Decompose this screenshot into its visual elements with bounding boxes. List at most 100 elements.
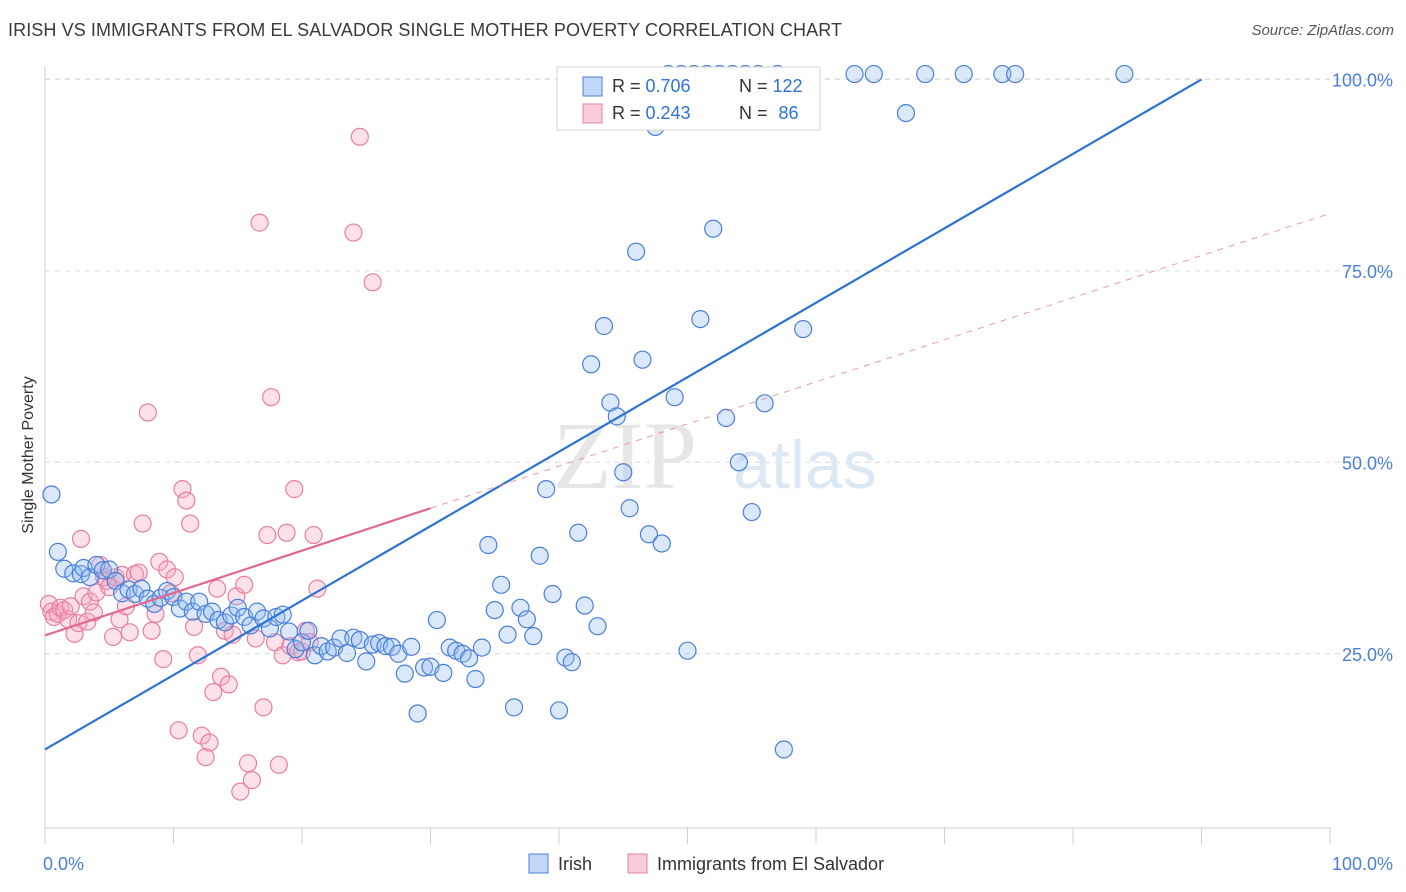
el-salvador-point [208,579,227,598]
el-salvador-point [211,667,231,686]
irish-point [55,559,74,578]
irish-point [479,535,498,555]
axes [44,66,1331,844]
irish-point [414,658,434,677]
el-salvador-point [142,621,161,640]
irish-point [395,664,414,683]
y-axis-label: Single Mother Poverty [20,376,37,533]
el-salvador-point [181,514,200,533]
irish-point [729,453,749,472]
irish-point [382,637,402,656]
el-salvador-point [242,771,261,790]
irish-point [864,64,883,84]
y-tick-label: 50.0% [1342,453,1393,473]
el-salvador-swatch [582,103,603,124]
el-salvador-trend-extension [430,212,1331,509]
el-salvador-point [80,592,100,611]
irish-point [794,319,813,339]
irish-point [132,579,151,598]
irish-point [594,316,614,336]
el-salvador-point [231,782,250,801]
el-salvador-point [350,127,369,146]
irish-point [299,621,318,640]
irish-point [755,394,774,413]
el-salvador-r-value: 0.243 [646,103,691,123]
irish-point [459,649,479,668]
irish-point [562,653,581,672]
el-salvador-point [71,529,91,548]
irish-point [704,219,723,238]
el-salvador-point [154,650,173,669]
irish-point [556,648,575,667]
irish-point [485,600,504,620]
el-salvador-point [269,755,288,774]
chart-title: IRISH VS IMMIGRANTS FROM EL SALVADOR SIN… [8,20,843,40]
el-salvador-point [133,514,152,533]
legend-el-salvador-swatch [627,853,648,874]
irish-point [427,610,447,630]
el-salvador-point [219,675,238,694]
irish-point [453,644,472,663]
irish-point [286,640,305,659]
el-salvador-point [254,698,273,717]
irish-n-label: N = [739,76,773,96]
irish-point [492,575,511,594]
irish-point [954,64,973,84]
irish-point [337,643,357,663]
irish-point [620,499,639,518]
svg-text:R = 0.243: R = 0.243 [612,103,691,123]
irish-n-value: 122 [773,76,803,96]
irish-point [774,740,793,759]
irish-point [402,637,421,656]
legend-irish-label: Irish [558,854,592,874]
watermark-atlas: atlas [733,427,877,503]
stats-legend: R = 0.706 N = 122 R = 0.243 N = 86 [556,66,821,131]
el-salvador-point [200,733,219,752]
irish-point [845,64,864,84]
el-salvador-point [129,563,148,582]
el-salvador-point [235,575,254,594]
svg-text:N = 86: N = 86 [739,103,799,123]
series-legend: Irish Immigrants from El Salvador [528,853,884,874]
irish-point [93,561,112,580]
irish-point [48,542,67,561]
el-salvador-point [204,682,223,702]
legend-el-salvador-label: Immigrants from El Salvador [657,854,884,874]
irish-point [498,625,517,644]
irish-point [511,598,530,617]
irish-point [504,698,524,717]
irish-point [652,534,671,553]
el-salvador-point [344,223,363,242]
irish-point [626,242,646,261]
irish-point [716,408,736,427]
el-salvador-point [104,627,123,647]
irish-point [549,701,569,720]
el-salvador-point [169,721,188,740]
source-credit: Source: ZipAtlas.com [1251,22,1394,39]
irish-point [42,485,61,504]
el-salvador-point [238,754,258,773]
irish-point [247,602,267,621]
el-salvador-point [165,568,184,587]
x-tick-label: 100.0% [1332,854,1393,874]
el-salvador-point [196,748,215,767]
y-tick-label: 75.0% [1342,262,1393,282]
irish-points [42,64,1134,759]
el-salvador-point [184,617,204,637]
el-salvador-point [157,560,177,579]
svg-text:R = 0.706: R = 0.706 [612,76,691,96]
el-salvador-point [277,523,296,542]
irish-r-label: R = [612,76,646,96]
irish-point [228,598,247,617]
el-salvador-point [177,491,196,510]
irish-point [434,663,453,682]
irish-point [665,388,684,407]
irish-point [916,64,935,84]
irish-point [524,627,543,646]
irish-point [408,704,427,723]
el-salvador-point [61,597,80,616]
el-salvador-r-label: R = [612,103,646,123]
el-salvador-point [304,525,323,545]
irish-point [517,610,536,629]
